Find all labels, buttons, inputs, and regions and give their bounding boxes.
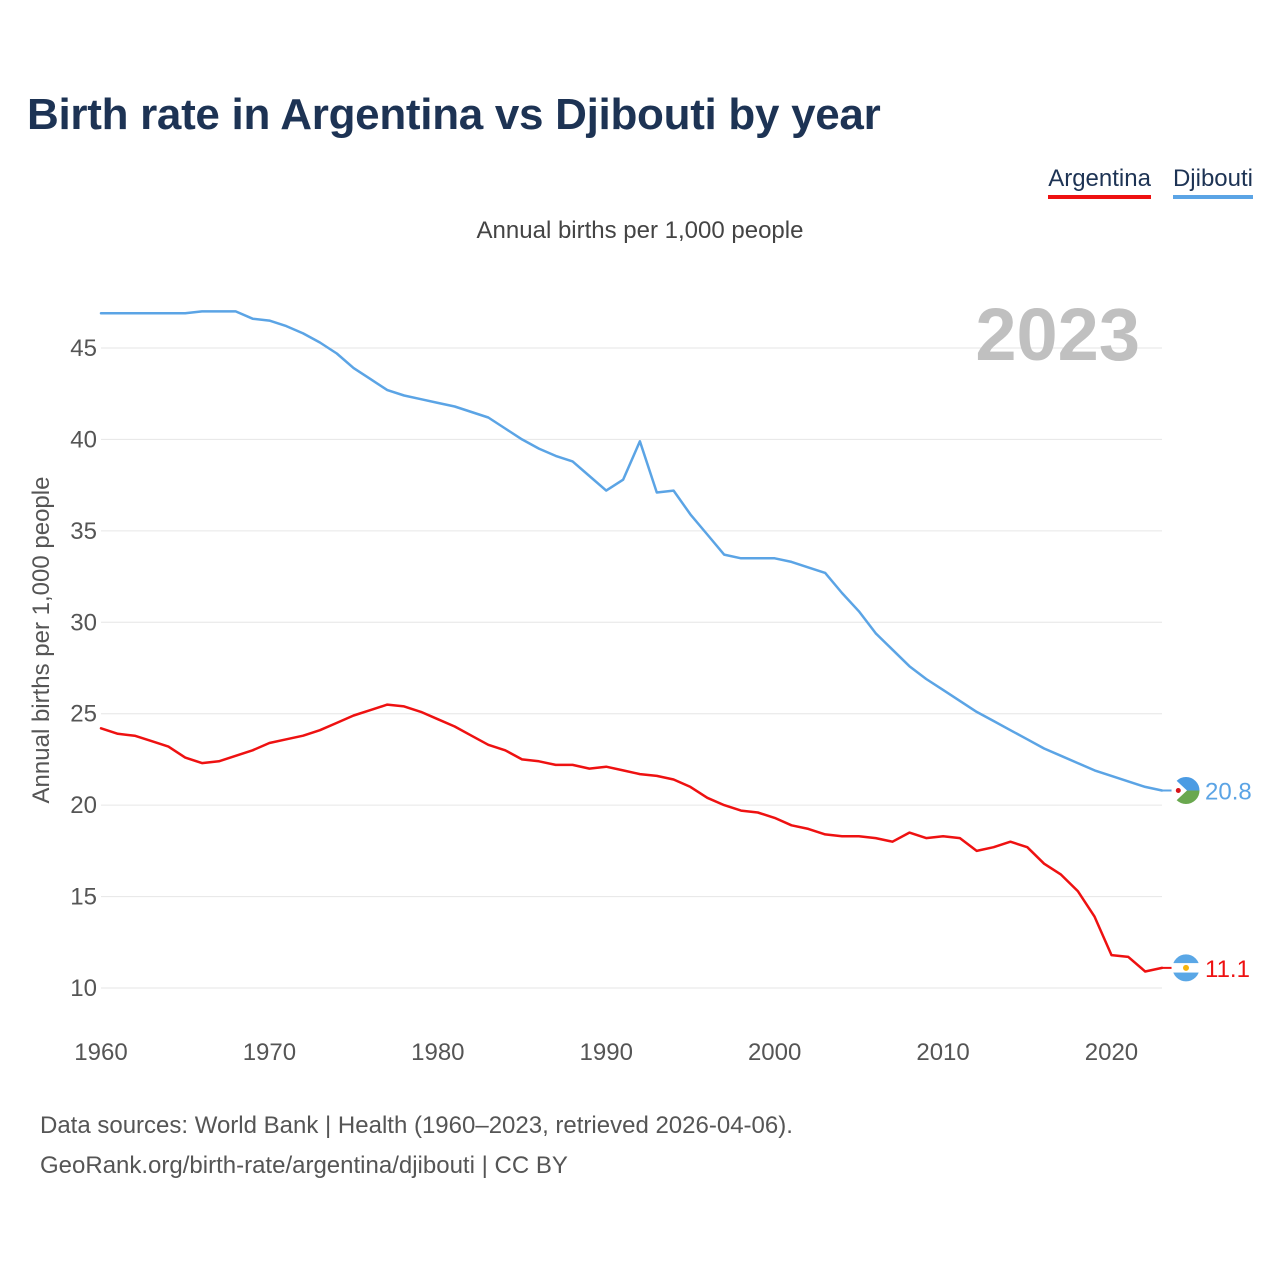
x-tick-label: 1980 (411, 1039, 464, 1066)
x-tick-label: 2000 (748, 1039, 801, 1066)
series-line-argentina[interactable] (99, 703, 1164, 973)
y-axis-ticks: 10 15 20 25 30 35 40 45 (70, 335, 97, 1002)
series-line-djibouti[interactable] (99, 310, 1164, 792)
end-value-label-argentina: 11.1 (1205, 956, 1250, 983)
source-line-1: Data sources: World Bank | Health (1960–… (40, 1112, 793, 1139)
y-tick-label: 40 (70, 426, 97, 453)
djibouti-flag-icon (1171, 776, 1201, 806)
legend-item-djibouti[interactable]: Djibouti (1172, 165, 1253, 199)
x-tick-label: 2010 (916, 1039, 969, 1066)
y-tick-label: 30 (70, 609, 97, 636)
argentina-flag-icon (1171, 953, 1201, 983)
y-tick-label: 20 (70, 792, 97, 819)
legend-item-argentina[interactable]: Argentina (1048, 165, 1151, 199)
chart-subtitle: Annual births per 1,000 people (476, 217, 804, 244)
x-tick-label: 1990 (580, 1039, 633, 1066)
end-value-label-djibouti: 20.8 (1205, 779, 1252, 806)
x-tick-label: 2020 (1085, 1039, 1138, 1066)
x-tick-label: 1960 (74, 1039, 127, 1066)
y-tick-label: 15 (70, 884, 97, 911)
y-tick-label: 25 (70, 701, 97, 728)
series-lines (99, 310, 1164, 973)
y-tick-label: 35 (70, 518, 97, 545)
legend: Argentina Djibouti (1048, 165, 1253, 199)
x-axis-ticks: 1960 1970 1980 1990 2000 2010 2020 (74, 1039, 1138, 1066)
series-end-markers: 11.1 20.8 (1162, 776, 1252, 983)
x-tick-label: 1970 (243, 1039, 296, 1066)
source-line-2[interactable]: GeoRank.org/birth-rate/argentina/djibout… (40, 1152, 568, 1179)
gridlines (101, 347, 1162, 989)
current-year-label: 2023 (975, 293, 1140, 376)
y-tick-label: 45 (70, 335, 97, 362)
source-note: Data sources: World Bank | Health (1960–… (40, 1106, 793, 1186)
y-tick-label: 10 (70, 975, 97, 1002)
chart-title: Birth rate in Argentina vs Djibouti by y… (27, 90, 881, 139)
